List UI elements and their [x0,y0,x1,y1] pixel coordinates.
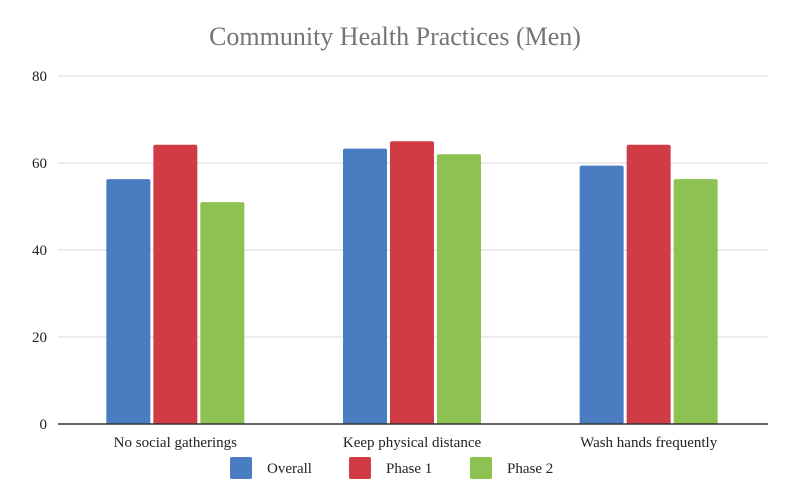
bar [390,141,434,424]
bars [106,141,718,425]
y-tick-label: 80 [32,69,47,85]
y-tick-label: 40 [32,243,47,259]
bar [343,148,387,424]
y-tick-label: 20 [32,330,47,346]
bar [437,154,481,425]
legend-label: Overall [267,461,312,477]
bar [106,179,151,424]
chart-title: Community Health Practices (Men) [209,22,581,51]
bar [200,202,245,424]
legend-swatch [230,457,252,479]
y-tick-label: 0 [40,417,48,433]
legend-swatch [470,457,492,479]
x-category-label: No social gatherings [114,435,237,451]
legend: Overall Phase 1 Phase 2 [230,457,553,479]
legend-label: Phase 2 [507,461,553,477]
bar [579,165,624,425]
x-axis-categories: No social gatherings Keep physical distan… [114,435,718,451]
bar [673,179,718,424]
bar [153,144,198,425]
x-category-label: Keep physical distance [343,435,482,451]
legend-label: Phase 1 [386,461,432,477]
y-tick-label: 60 [32,156,47,172]
x-category-label: Wash hands frequently [580,435,718,451]
y-axis-ticks: 0 20 40 60 80 [32,69,47,433]
bar [626,144,671,425]
legend-swatch [349,457,371,479]
